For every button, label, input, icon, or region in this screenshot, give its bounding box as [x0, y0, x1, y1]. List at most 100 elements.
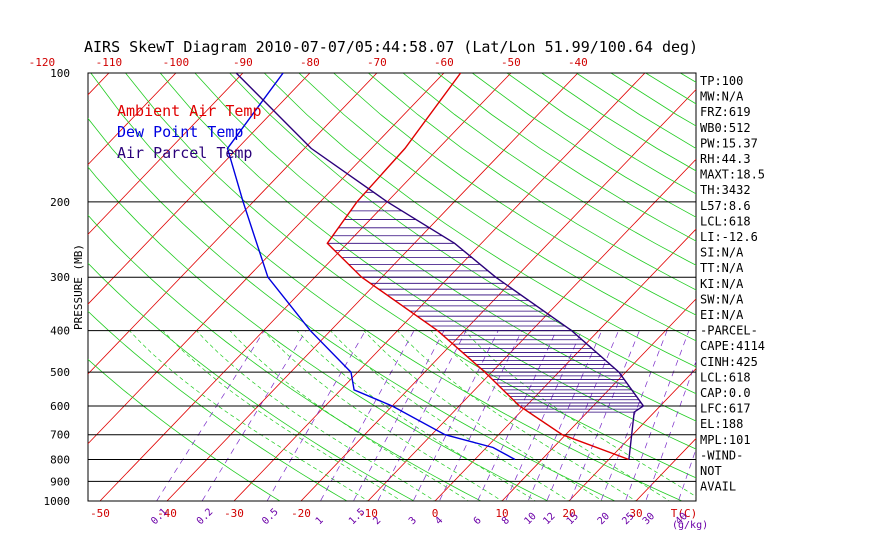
- dry-adiabat-line: [88, 310, 348, 501]
- mixing-ratio-tick-label: 10: [523, 511, 539, 527]
- isotherm-line: [88, 73, 177, 166]
- mixing-ratio-tick-label: 8: [500, 515, 512, 527]
- side-panel-label: L57:8.6: [700, 199, 751, 213]
- series-line: [326, 73, 630, 461]
- dry-adiabat-line: [229, 73, 696, 395]
- side-panel-label: MAXT:18.5: [700, 168, 765, 182]
- dry-adiabat-line: [333, 73, 696, 316]
- moist-adiabat-line: [430, 330, 671, 501]
- mixing-ratio-tick-label: 30: [641, 511, 657, 527]
- bottom-temp-tick-label: -40: [157, 507, 177, 520]
- top-temp-tick-label: -80: [300, 56, 320, 69]
- side-panel-label: AVAIL: [700, 480, 736, 494]
- bottom-temp-tick-label: -10: [358, 507, 378, 520]
- isotherm-line: [367, 158, 696, 501]
- isotherm-line: [501, 298, 696, 501]
- legend-entry: Air Parcel Temp: [117, 144, 252, 162]
- side-panel-label: LI:-12.6: [700, 230, 758, 244]
- pressure-tick-label: 200: [50, 196, 70, 209]
- dry-adiabat-line: [88, 166, 549, 501]
- series-line: [235, 73, 645, 460]
- dry-adiabat-line: [368, 73, 696, 291]
- moist-adiabat-line: [397, 330, 637, 501]
- top-temp-tick-label: -100: [163, 56, 190, 69]
- chart-title: AIRS SkewT Diagram 2010-07-07/05:44:58.0…: [84, 38, 698, 56]
- side-panel-label: NOT: [700, 464, 722, 478]
- isotherm-line: [761, 63, 870, 510]
- moist-adiabat-line: [296, 330, 537, 501]
- isotherm-line: [434, 228, 696, 501]
- top-temp-tick-label: -70: [367, 56, 387, 69]
- mixing-ratio-line: [266, 330, 366, 501]
- side-panel-label: SI:N/A: [700, 246, 744, 260]
- dry-adiabat-line: [88, 117, 616, 501]
- mixing-ratio-tick-label: 2: [371, 515, 383, 527]
- pressure-tick-label: 1000: [44, 495, 71, 508]
- mixing-ratio-tick-label: 3: [407, 515, 419, 527]
- series-layer: [226, 73, 645, 461]
- side-panel-label: LCL:618: [700, 370, 751, 384]
- mixing-ratio-tick-label: 1: [314, 515, 326, 527]
- side-panel-label: WB0:512: [700, 121, 751, 135]
- legend-entry: Dew Point Temp: [117, 123, 243, 141]
- pressure-tick-label: 100: [50, 67, 70, 80]
- dry-adiabat-line: [750, 73, 870, 510]
- dry-adiabat-line: [159, 73, 696, 450]
- side-panel-label: RH:44.3: [700, 152, 751, 166]
- pressure-tick-label: 500: [50, 366, 70, 379]
- side-panel-label: TP:100: [700, 74, 743, 88]
- dry-adiabat-line: [472, 73, 696, 218]
- bottom-temp-tick-label: 20: [562, 507, 575, 520]
- mixing-ratio-unit-label: (g/kg): [672, 520, 708, 531]
- pressure-tick-label: 300: [50, 271, 70, 284]
- bottom-temp-tick-label: 30: [629, 507, 642, 520]
- mixing-ratio-line: [412, 330, 499, 501]
- top-temp-tick-label: -60: [434, 56, 454, 69]
- bottom-temp-tick-label: -30: [224, 507, 244, 520]
- side-panel-label: SW:N/A: [700, 292, 744, 306]
- dry-adiabat-line: [506, 73, 696, 195]
- pressure-tick-label: 800: [50, 454, 70, 467]
- moist-adiabat-line: [363, 330, 604, 501]
- side-panel-label: PW:15.37: [700, 136, 758, 150]
- side-panel-label: TT:N/A: [700, 261, 744, 275]
- side-panel-label: CAPE:4114: [700, 339, 765, 353]
- grid-layer: [88, 63, 870, 510]
- isotherm-line: [88, 73, 311, 305]
- isotherm-line: [300, 88, 696, 501]
- side-panel-label: EI:N/A: [700, 308, 744, 322]
- top-temp-tick-label: -40: [568, 56, 588, 69]
- side-panel-label: EL:188: [700, 417, 743, 431]
- dry-adiabat-line: [125, 73, 696, 479]
- top-temp-tick-label: -120: [29, 56, 56, 69]
- isotherm-line: [88, 73, 110, 96]
- temp-unit-label: T(C): [671, 507, 698, 520]
- legend-entry: Ambient Air Temp: [117, 102, 262, 120]
- isotherm-line: [166, 73, 579, 501]
- side-panel-label: LFC:617: [700, 402, 751, 416]
- isotherm-line: [88, 73, 378, 375]
- mixing-ratio-line: [320, 330, 415, 501]
- mixing-ratio-line: [527, 330, 603, 501]
- series-line: [226, 73, 516, 461]
- moist-adiabat-line: [129, 330, 369, 501]
- mixing-ratio-line: [201, 330, 307, 501]
- mixing-ratio-line: [625, 330, 690, 501]
- bottom-temp-tick-label: 10: [495, 507, 508, 520]
- side-panel-label: -PARCEL-: [700, 324, 758, 338]
- bottom-temp-tick-label: -20: [291, 507, 311, 520]
- mixing-ratio-tick-label: 20: [596, 511, 612, 527]
- side-panel-label: MW:N/A: [700, 90, 744, 104]
- dry-adiabat-line: [194, 73, 696, 422]
- legend: Ambient Air Temp Dew Point Temp Air Parcel…: [117, 102, 262, 162]
- side-panel-label: KI:N/A: [700, 277, 744, 291]
- moist-adiabat-line: [464, 330, 696, 497]
- moist-adiabat-line: [330, 330, 570, 501]
- dry-adiabat-line: [263, 73, 696, 368]
- mixing-ratio-tick-label: 4: [433, 515, 445, 527]
- bottom-temp-tick-label: -50: [90, 507, 110, 520]
- top-temp-tick-label: -50: [501, 56, 521, 69]
- bottom-temp-tick-label: 0: [432, 507, 439, 520]
